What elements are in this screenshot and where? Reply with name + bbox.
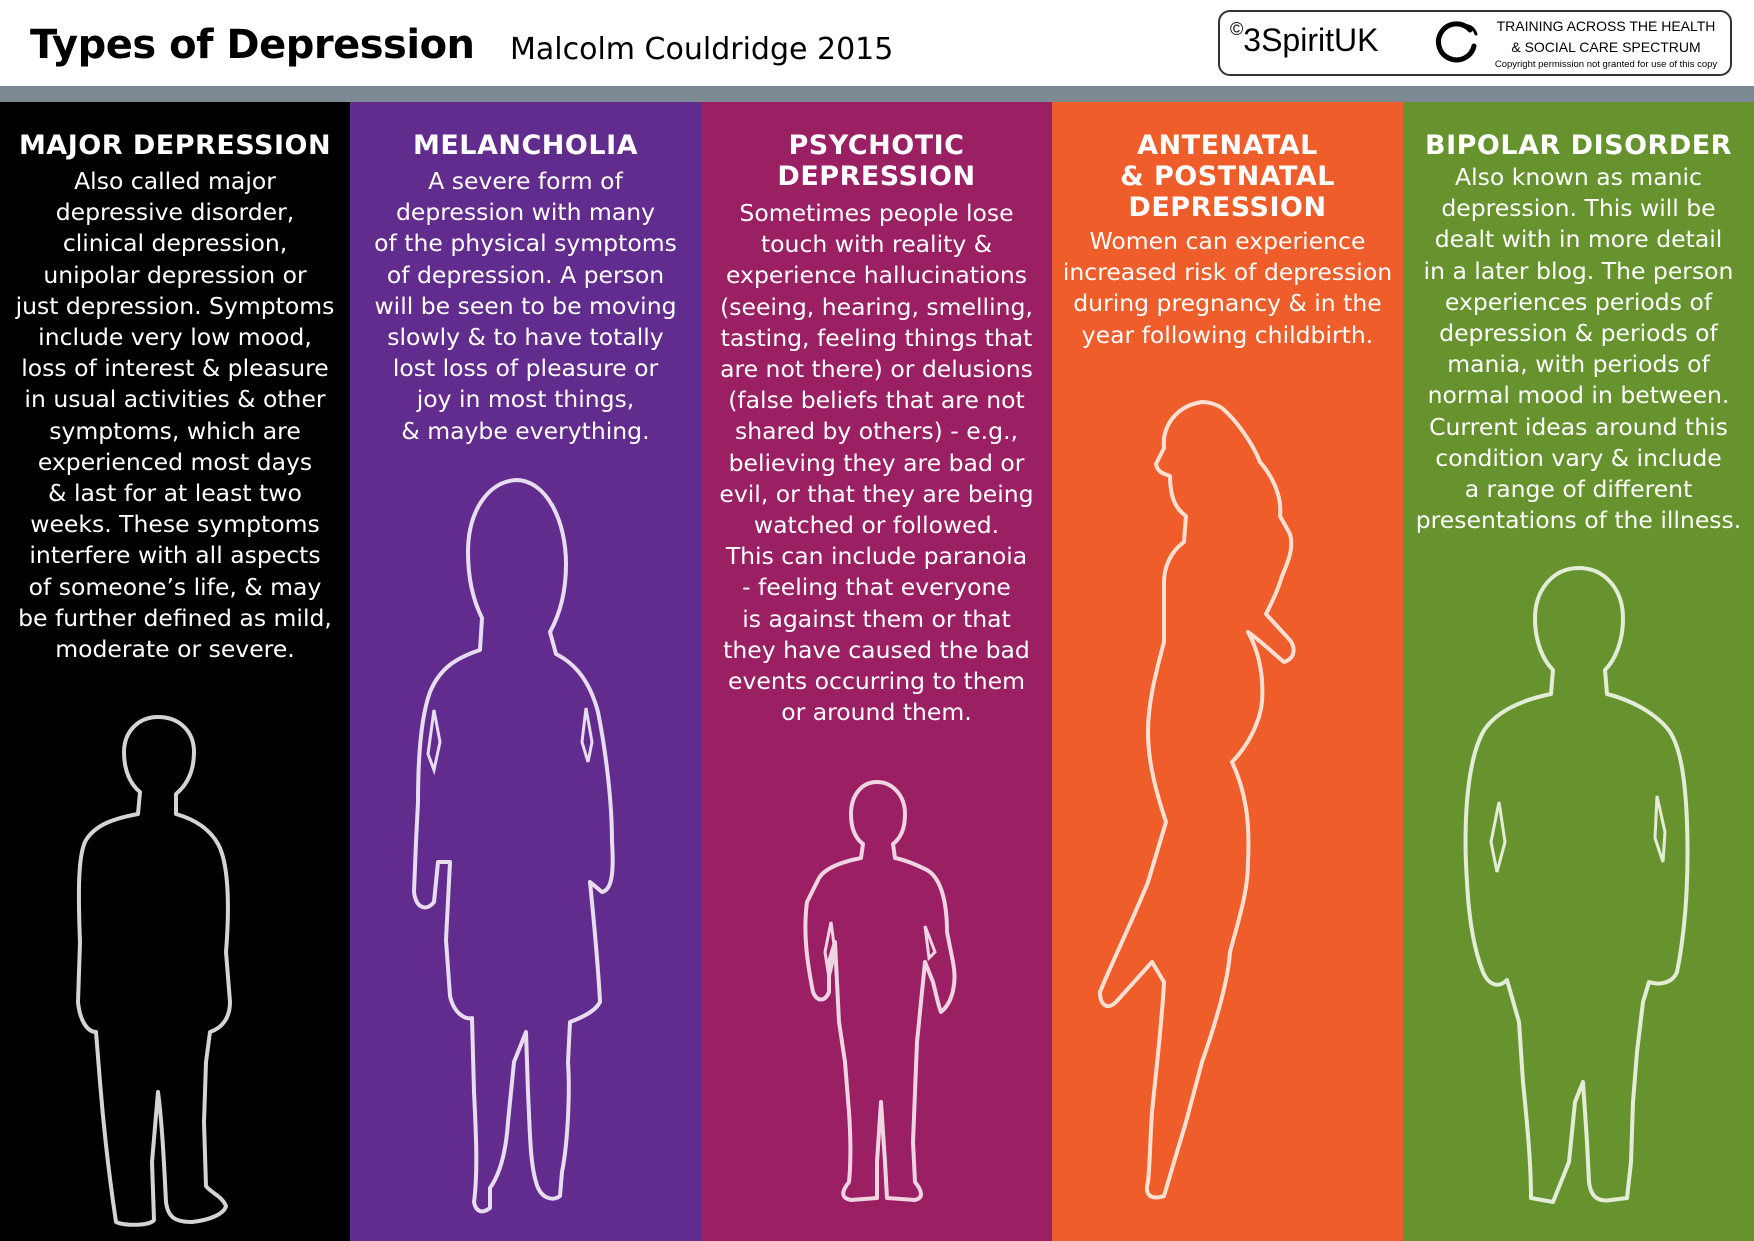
body-line: touch with reality & — [760, 230, 993, 259]
body-line: (false beliefs that are not — [728, 386, 1025, 415]
column-description: Women can experience increased risk of d… — [1058, 226, 1397, 351]
body-line: clinical depression, — [62, 229, 288, 258]
body-line: events occurring to them — [728, 667, 1025, 696]
body-line: shared by others) - e.g., — [734, 417, 1019, 446]
body-line: be further defined as mild, — [18, 603, 332, 632]
body-line: believing they are bad or — [728, 448, 1025, 477]
body-line: will be seen to be moving — [374, 291, 677, 320]
body-line: (seeing, hearing, smelling, — [720, 292, 1033, 321]
body-line: moderate or severe. — [55, 635, 295, 664]
body-line: This can include paranoia — [725, 542, 1028, 571]
header: Types of Depression Malcolm Couldridge 2… — [0, 0, 1754, 86]
body-line: year following childbirth. — [1081, 320, 1374, 349]
body-line: is against them or that — [742, 604, 1011, 633]
body-line: just depression. Symptoms — [15, 291, 335, 320]
body-line: of depression. A person — [386, 260, 665, 289]
body-line: normal mood in between. — [1427, 381, 1730, 410]
body-line: loss of interest & pleasure — [21, 354, 329, 383]
brand-name-text: 3SpiritUK — [1243, 22, 1379, 58]
heading-line: & POSTNATAL — [1120, 161, 1335, 192]
body-line: depression with many — [395, 198, 656, 227]
body-line: include very low mood, — [38, 323, 312, 352]
body-line: depression & periods of — [1439, 319, 1718, 348]
column-antenatal-postnatal-depression: ANTENATAL & POSTNATAL DEPRESSION Women c… — [1052, 102, 1403, 1241]
column-heading: MAJOR DEPRESSION — [0, 130, 350, 161]
body-line: in a later blog. The person — [1423, 256, 1734, 285]
body-line: depression. This will be — [1441, 194, 1716, 223]
heading-line: MAJOR DEPRESSION — [18, 130, 332, 161]
heading-line: BIPOLAR DISORDER — [1425, 130, 1732, 161]
brand-ring-icon — [1436, 21, 1478, 63]
column-description: Also called major depressive disorder, c… — [6, 166, 344, 665]
column-heading: MELANCHOLIA — [350, 130, 701, 161]
body-line: & last for at least two — [48, 479, 302, 508]
large-man-silhouette-outline-icon — [1463, 566, 1690, 1204]
column-heading: BIPOLAR DISORDER — [1403, 130, 1754, 161]
body-line: increased risk of depression — [1062, 258, 1393, 287]
page-title: Types of Depression — [30, 22, 475, 68]
heading-line: DEPRESSION — [777, 161, 976, 192]
body-line: they have caused the bad — [723, 635, 1030, 664]
body-line: interfere with all aspects — [29, 541, 321, 570]
body-line: dealt with in more detail — [1434, 225, 1723, 254]
body-line: are not there) or delusions — [720, 355, 1033, 384]
body-line: watched or followed. — [753, 511, 1000, 540]
body-line: or around them. — [781, 698, 972, 727]
heading-line: MELANCHOLIA — [412, 130, 639, 161]
body-line: a range of different — [1464, 475, 1693, 504]
body-line: A severe form of — [428, 167, 623, 195]
body-line: evil, or that they are being — [719, 479, 1034, 508]
column-description: Sometimes people lose touch with reality… — [707, 198, 1046, 728]
heading-line: PSYCHOTIC — [788, 130, 965, 161]
column-major-depression: MAJOR DEPRESSION Also called major depre… — [0, 102, 350, 1241]
body-line: in usual activities & other — [24, 385, 326, 414]
column-melancholia: MELANCHOLIA A severe form of depression … — [350, 102, 701, 1241]
body-line: depressive disorder, — [55, 198, 295, 227]
body-line: symptoms, which are — [49, 416, 301, 445]
body-line: of someone’s life, & may — [28, 572, 322, 601]
copyright-notice: Copyright permission not granted for use… — [1494, 59, 1718, 70]
column-heading: ANTENATAL & POSTNATAL DEPRESSION — [1052, 130, 1403, 223]
man-hands-on-hips-outline-icon — [803, 780, 957, 1202]
body-line: & maybe everything. — [401, 416, 650, 445]
man-silhouette-outline-icon — [76, 715, 232, 1227]
body-line: Women can experience — [1089, 227, 1366, 255]
column-heading: PSYCHOTIC DEPRESSION — [701, 130, 1052, 192]
body-line: - feeling that everyone — [742, 573, 1011, 602]
body-line: condition vary & include — [1435, 443, 1722, 472]
body-line: experienced most days — [37, 447, 313, 476]
body-line: weeks. These symptoms — [30, 510, 320, 539]
column-description: A severe form of depression with many of… — [356, 166, 695, 447]
brand-logo-box: ©3SpiritUK TRAINING ACROSS THE HEALTH & … — [1218, 10, 1732, 76]
body-line: of the physical symptoms — [374, 229, 677, 258]
column-bipolar-disorder: BIPOLAR DISORDER Also known as manic dep… — [1403, 102, 1754, 1241]
body-line: unipolar depression or — [43, 260, 307, 289]
body-line: joy in most things, — [416, 385, 635, 414]
pregnant-woman-silhouette-outline-icon — [1098, 400, 1296, 1200]
body-line: Also known as manic — [1455, 163, 1702, 191]
body-line: lost loss of pleasure or — [392, 354, 659, 383]
column-psychotic-depression: PSYCHOTIC DEPRESSION Sometimes people lo… — [701, 102, 1052, 1241]
column-description: Also known as manic depression. This wil… — [1409, 162, 1748, 536]
body-line: presentations of the illness. — [1415, 506, 1742, 535]
brand-name: ©3SpiritUK — [1230, 19, 1379, 59]
body-line: experiences periods of — [1444, 287, 1713, 316]
body-line: Current ideas around this — [1429, 412, 1728, 441]
brand-tagline-line1: TRAINING ACROSS THE HEALTH — [1496, 18, 1716, 34]
heading-line: ANTENATAL — [1137, 130, 1318, 161]
heading-line: DEPRESSION — [1128, 192, 1327, 223]
body-line: Sometimes people lose — [739, 199, 1014, 227]
author-credit: Malcolm Couldridge 2015 — [510, 32, 894, 67]
brand-tagline-line2: & SOCIAL CARE SPECTRUM — [1511, 39, 1701, 55]
woman-silhouette-outline-icon — [412, 478, 615, 1214]
header-divider — [0, 86, 1754, 102]
body-line: during pregnancy & in the — [1073, 289, 1382, 318]
copyright-symbol: © — [1230, 19, 1244, 40]
body-line: slowly & to have totally — [387, 323, 664, 352]
body-line: experience hallucinations — [726, 261, 1027, 290]
body-line: mania, with periods of — [1447, 350, 1710, 379]
body-line: Also called major — [74, 167, 276, 195]
body-line: tasting, feeling things that — [720, 323, 1033, 352]
